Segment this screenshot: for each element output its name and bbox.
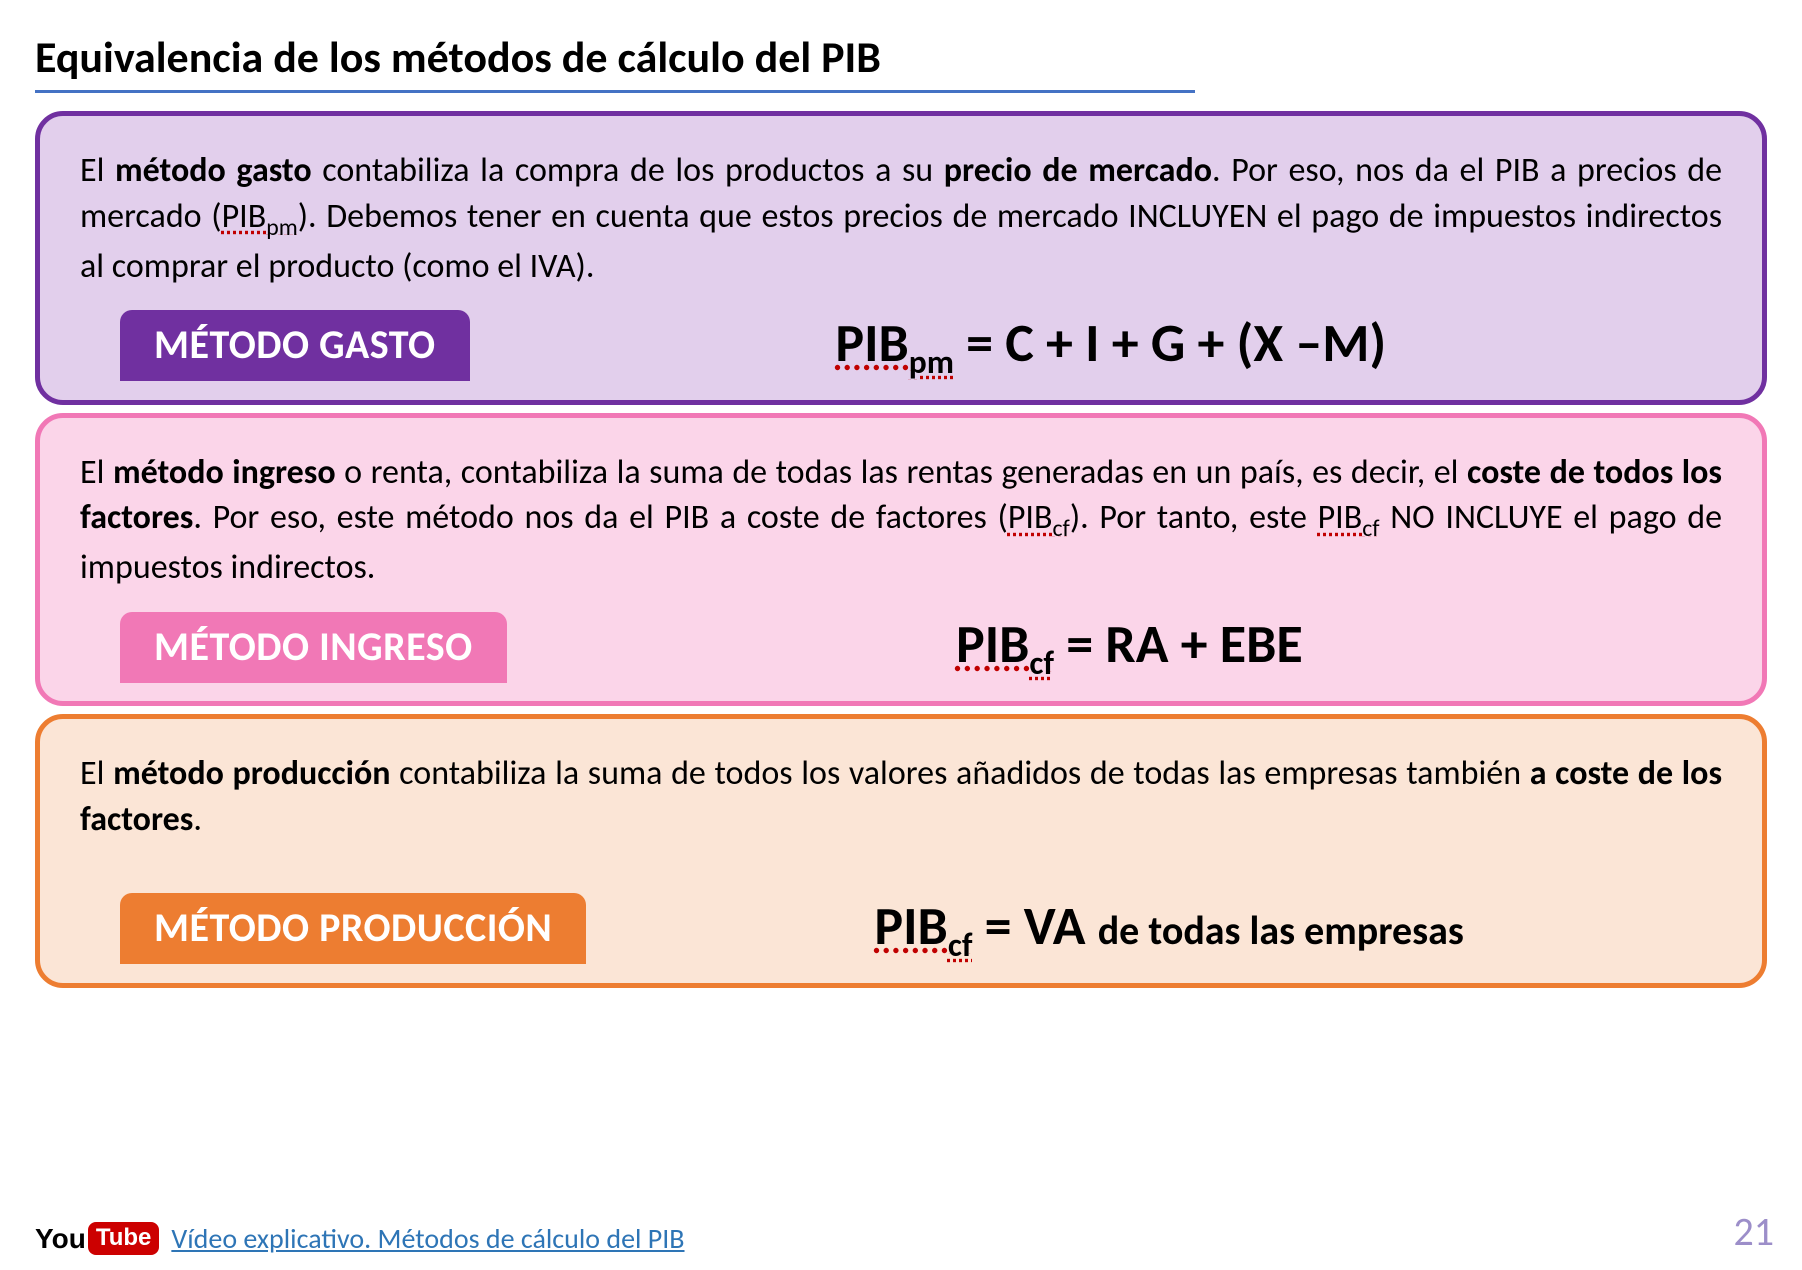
formula-ingreso: PIBcf = RA + EBE [537, 611, 1722, 683]
panel-ingreso-row: MÉTODO INGRESO PIBcf = RA + EBE [120, 611, 1722, 683]
footer: YouTube Vídeo explicativo. Métodos de cá… [35, 1221, 685, 1256]
panel-gasto-text: El método gasto contabiliza la compra de… [80, 148, 1722, 290]
youtube-you: You [35, 1223, 86, 1255]
tag-ingreso: MÉTODO INGRESO [120, 612, 507, 683]
page-number: 21 [1733, 1207, 1774, 1256]
panel-gasto: El método gasto contabiliza la compra de… [35, 111, 1767, 405]
panel-ingreso: El método ingreso o renta, contabiliza l… [35, 413, 1767, 707]
panel-gasto-row: MÉTODO GASTO PIBpm = C + I + G + (X –M) [120, 310, 1722, 382]
youtube-tube: Tube [88, 1222, 160, 1255]
video-link[interactable]: Vídeo explicativo. Métodos de cálculo de… [171, 1221, 684, 1256]
tag-produccion: MÉTODO PRODUCCIÓN [120, 893, 586, 964]
formula-produccion: PIBcf = VA de todas las empresas [616, 893, 1722, 965]
tag-gasto: MÉTODO GASTO [120, 310, 470, 381]
youtube-icon: YouTube [35, 1222, 159, 1255]
panel-produccion-row: MÉTODO PRODUCCIÓN PIBcf = VA de todas la… [120, 893, 1722, 965]
panel-produccion-text: El método producción contabiliza la suma… [80, 751, 1722, 843]
page-title: Equivalencia de los métodos de cálculo d… [35, 30, 1195, 93]
panel-produccion: El método producción contabiliza la suma… [35, 714, 1767, 988]
panel-ingreso-text: El método ingreso o renta, contabiliza l… [80, 450, 1722, 592]
formula-gasto: PIBpm = C + I + G + (X –M) [500, 310, 1722, 382]
